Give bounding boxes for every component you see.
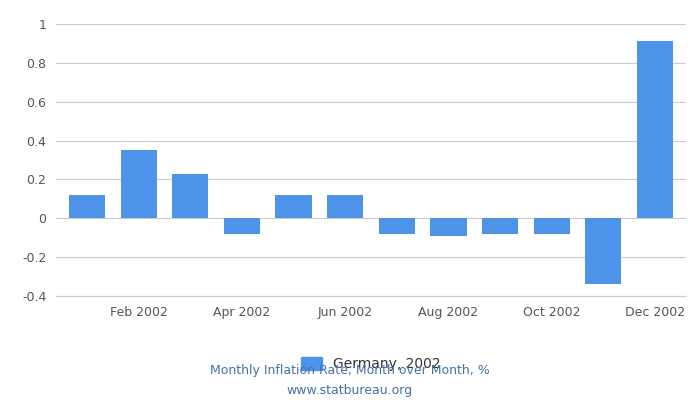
Text: www.statbureau.org: www.statbureau.org <box>287 384 413 397</box>
Bar <box>327 195 363 218</box>
Bar <box>379 218 415 234</box>
Bar <box>482 218 518 234</box>
Legend: Germany, 2002: Germany, 2002 <box>295 352 447 377</box>
Bar <box>585 218 622 284</box>
Bar <box>69 195 105 218</box>
Bar <box>120 150 157 218</box>
Bar <box>276 195 312 218</box>
Bar <box>224 218 260 234</box>
Bar <box>533 218 570 234</box>
Text: Monthly Inflation Rate, Month over Month, %: Monthly Inflation Rate, Month over Month… <box>210 364 490 377</box>
Bar <box>637 42 673 218</box>
Bar <box>172 174 209 218</box>
Bar <box>430 218 466 236</box>
